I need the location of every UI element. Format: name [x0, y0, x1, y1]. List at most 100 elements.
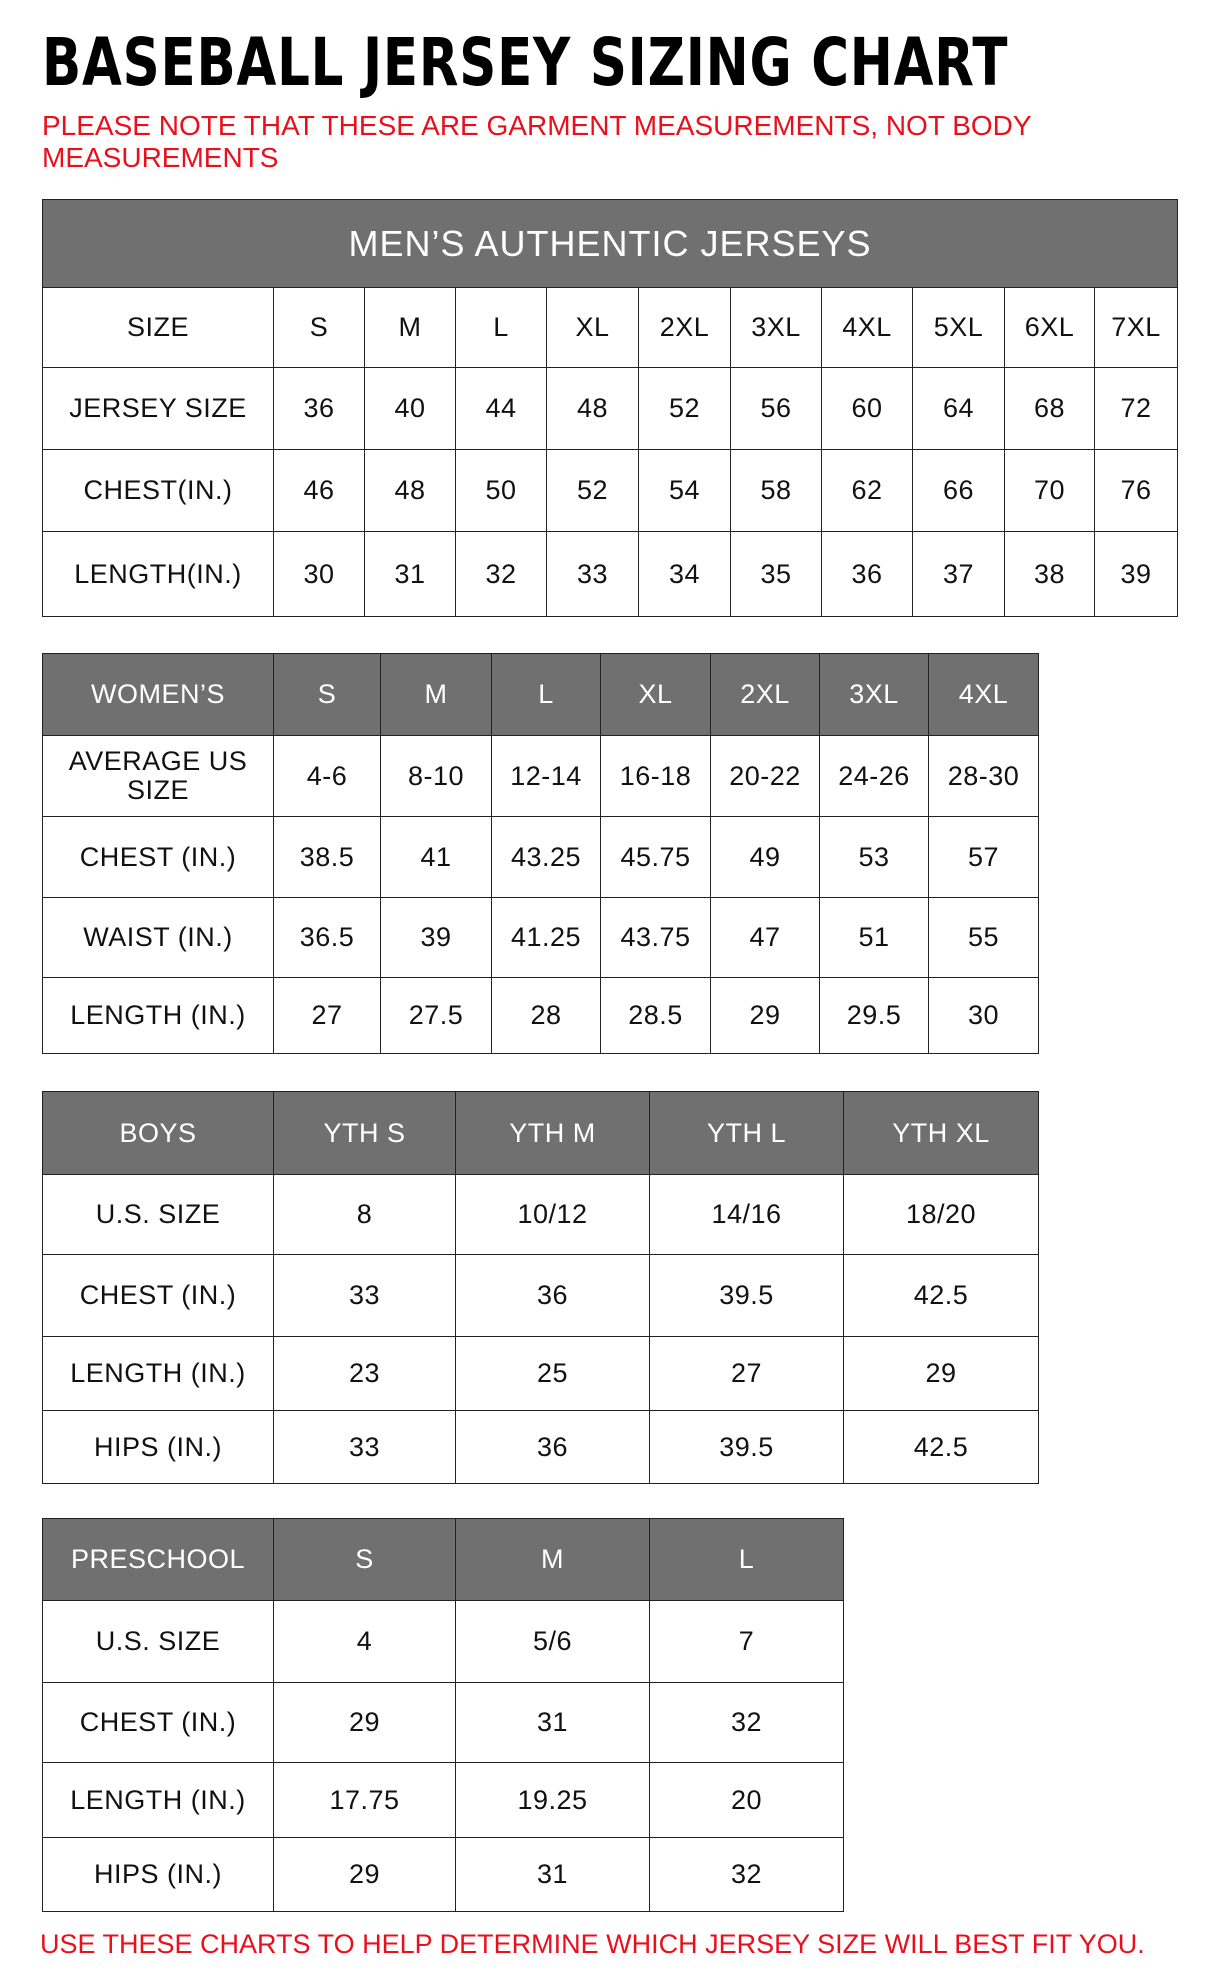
table-cell: 48	[364, 449, 456, 532]
table-cell: 4-6	[273, 735, 381, 817]
table-cell: 28-30	[928, 735, 1039, 817]
table-cell: 56	[730, 367, 822, 450]
table-cell: 39	[1093, 531, 1179, 617]
table-cell: 29	[273, 1682, 456, 1763]
table-cell: 49	[710, 816, 820, 898]
table-cell: 29.5	[819, 977, 929, 1054]
table-cell: 36.5	[273, 897, 381, 978]
table-cell: 62	[821, 449, 913, 532]
row-label: U.S. SIZE	[42, 1600, 274, 1683]
table-cell: 31	[364, 531, 456, 617]
table-row: CHEST (IN.) 38.5 41 43.25 45.75 49 53 57	[42, 816, 1039, 898]
row-label: HIPS (IN.)	[42, 1410, 274, 1484]
table-cell: 64	[912, 367, 1005, 450]
size-header: S	[273, 653, 381, 736]
row-label-header: WOMEN’S	[42, 653, 274, 736]
header-row: PRESCHOOL S M L	[42, 1518, 844, 1601]
table-row: HIPS (IN.) 29 31 32	[42, 1837, 844, 1912]
row-label: JERSEY SIZE	[42, 367, 274, 450]
table-cell: 57	[928, 816, 1039, 898]
header-row: SIZE S M L XL 2XL 3XL 4XL 5XL 6XL 7XL	[42, 287, 1179, 368]
table-cell: 42.5	[843, 1254, 1039, 1337]
table-cell: 33	[273, 1410, 456, 1484]
table-cell: 46	[273, 449, 365, 532]
table-cell: 43.75	[600, 897, 711, 978]
table-row: HIPS (IN.) 33 36 39.5 42.5	[42, 1410, 1039, 1484]
table-row: U.S. SIZE 4 5/6 7	[42, 1600, 844, 1683]
table-row: CHEST (IN.) 33 36 39.5 42.5	[42, 1254, 1039, 1337]
table-cell: 40	[364, 367, 456, 450]
row-label: LENGTH(IN.)	[42, 531, 274, 617]
size-header: M	[380, 653, 492, 736]
size-header: L	[649, 1518, 844, 1601]
row-label: U.S. SIZE	[42, 1174, 274, 1255]
table-cell: 39.5	[649, 1254, 844, 1337]
size-header: S	[273, 1518, 456, 1601]
size-header: 3XL	[819, 653, 929, 736]
table-row: LENGTH (IN.) 27 27.5 28 28.5 29 29.5 30	[42, 977, 1039, 1054]
table-cell: 19.25	[455, 1762, 650, 1838]
row-label: HIPS (IN.)	[42, 1837, 274, 1912]
table-banner-row: MEN’S AUTHENTIC JERSEYS	[41, 199, 1179, 288]
table-row: WAIST (IN.) 36.5 39 41.25 43.75 47 51 55	[42, 897, 1039, 978]
table-cell: 28	[491, 977, 601, 1054]
size-header: S	[273, 287, 365, 368]
table-cell: 39	[380, 897, 492, 978]
table-row: CHEST (IN.) 29 31 32	[42, 1682, 844, 1763]
garment-note: PLEASE NOTE THAT THESE ARE GARMENT MEASU…	[42, 110, 1032, 173]
table-cell: 18/20	[843, 1174, 1039, 1255]
header-row: BOYS YTH S YTH M YTH L YTH XL	[42, 1091, 1039, 1175]
table-cell: 27.5	[380, 977, 492, 1054]
table-row: AVERAGE US SIZE 4-6 8-10 12-14 16-18 20-22 24-…	[42, 735, 1039, 817]
table-row: CHEST(IN.) 46 48 50 52 54 58 62 66 70 76	[42, 449, 1179, 532]
size-header: 6XL	[1004, 287, 1095, 368]
table-cell: 42.5	[843, 1410, 1039, 1484]
table-cell: 53	[819, 816, 929, 898]
table-row: LENGTH(IN.) 30 31 32 33 34 35 36 37 38 39	[42, 531, 1179, 617]
table-cell: 51	[819, 897, 929, 978]
table-cell: 36	[821, 531, 913, 617]
table-cell: 32	[455, 531, 547, 617]
row-label-header: PRESCHOOL	[42, 1518, 274, 1601]
table-cell: 23	[273, 1336, 456, 1411]
table-cell: 31	[455, 1837, 650, 1912]
row-label: LENGTH (IN.)	[42, 1336, 274, 1411]
size-header: M	[455, 1518, 650, 1601]
table-cell: 33	[273, 1254, 456, 1337]
table-cell: 27	[273, 977, 381, 1054]
row-label: CHEST(IN.)	[42, 449, 274, 532]
row-label: LENGTH (IN.)	[42, 977, 274, 1054]
table-cell: 34	[638, 531, 731, 617]
table-cell: 36	[455, 1410, 650, 1484]
table-cell: 24-26	[819, 735, 929, 817]
boys-size-table: BOYS YTH S YTH M YTH L YTH XL U.S. SIZE 8 10/12…	[42, 1091, 1039, 1484]
size-header: 7XL	[1093, 287, 1179, 368]
size-header: 2XL	[638, 287, 731, 368]
womens-size-table: WOMEN’S S M L XL 2XL 3XL 4XL AVERAGE US SIZE 4-6 8…	[42, 653, 1039, 1054]
table-row: LENGTH (IN.) 17.75 19.25 20	[42, 1762, 844, 1838]
size-header: 2XL	[710, 653, 820, 736]
preschool-size-table: PRESCHOOL S M L U.S. SIZE 4 5/6 7 CHEST (IN.) 29 3…	[42, 1518, 844, 1912]
size-header: YTH S	[273, 1091, 456, 1175]
size-header: L	[491, 653, 601, 736]
table-cell: 29	[843, 1336, 1039, 1411]
table-cell: 31	[455, 1682, 650, 1763]
table-cell: 28.5	[600, 977, 711, 1054]
table-cell: 20	[649, 1762, 844, 1838]
row-label: CHEST (IN.)	[42, 816, 274, 898]
table-cell: 37	[912, 531, 1005, 617]
table-cell: 14/16	[649, 1174, 844, 1255]
size-header: XL	[546, 287, 639, 368]
row-label: CHEST (IN.)	[42, 1254, 274, 1337]
table-cell: 10/12	[455, 1174, 650, 1255]
size-header: YTH XL	[843, 1091, 1039, 1175]
table-cell: 50	[455, 449, 547, 532]
table-row: U.S. SIZE 8 10/12 14/16 18/20	[42, 1174, 1039, 1255]
size-header: 4XL	[928, 653, 1039, 736]
page-title: BASEBALL JERSEY SIZING CHART	[42, 24, 1009, 101]
table-cell: 72	[1093, 367, 1179, 450]
table-cell: 33	[546, 531, 639, 617]
size-header: 5XL	[912, 287, 1005, 368]
table-cell: 35	[730, 531, 822, 617]
row-label: AVERAGE US SIZE	[42, 735, 274, 817]
